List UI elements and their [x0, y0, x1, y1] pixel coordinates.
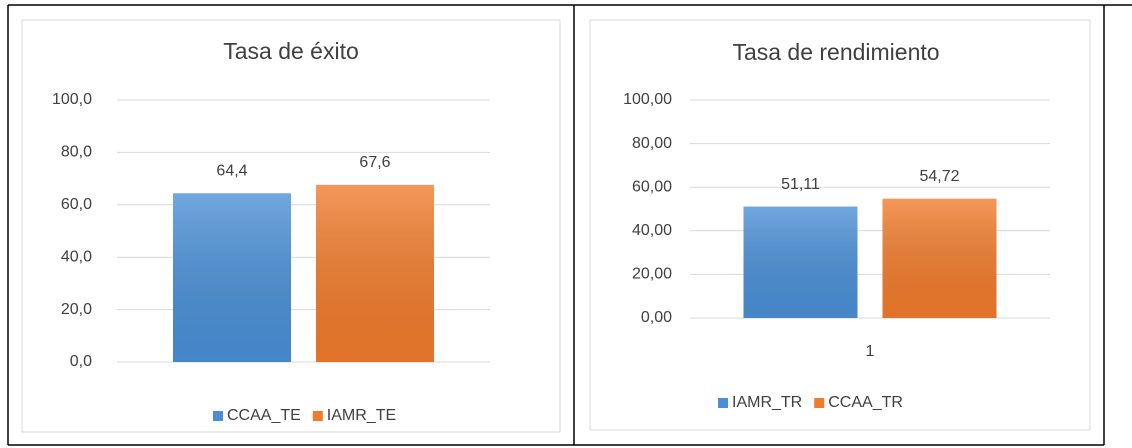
y-tick-label: 80,00	[632, 135, 672, 152]
y-tick-label: 80,0	[61, 144, 92, 161]
legend-label: IAMR_TE	[327, 407, 396, 424]
y-tick-label: 40,0	[61, 248, 92, 265]
legend-label: IAMR_TR	[732, 394, 802, 411]
y-tick-label: 60,00	[632, 178, 672, 195]
bar-shine	[743, 206, 858, 318]
y-tick-label: 60,0	[61, 196, 92, 213]
data-label: 54,72	[919, 168, 959, 185]
legend-swatch	[814, 398, 825, 408]
y-tick-label: 20,0	[61, 301, 92, 318]
data-label: 51,11	[781, 176, 820, 193]
y-tick-label: 40,00	[632, 222, 672, 239]
chart-title: Tasa de éxito	[223, 38, 359, 64]
x-tick-label: 1	[866, 343, 875, 360]
y-tick-label: 100,0	[52, 91, 92, 108]
data-label: 67,6	[359, 154, 390, 171]
bar-shine	[316, 184, 434, 362]
bar-shine	[882, 198, 997, 318]
y-tick-label: 0,0	[70, 353, 92, 370]
legend-label: CCAA_TR	[828, 394, 903, 411]
bar-shine	[173, 193, 291, 362]
data-label: 64,4	[216, 162, 247, 179]
legend-swatch	[312, 411, 323, 421]
table-border	[7, 4, 1132, 446]
y-tick-label: 0,00	[641, 309, 672, 326]
chart-title: Tasa de rendimiento	[732, 39, 939, 65]
legend-swatch	[718, 398, 728, 408]
y-tick-label: 100,00	[623, 91, 672, 108]
y-tick-label: 20,00	[632, 266, 672, 283]
legend-swatch	[213, 411, 223, 421]
legend-label: CCAA_TE	[227, 407, 301, 424]
